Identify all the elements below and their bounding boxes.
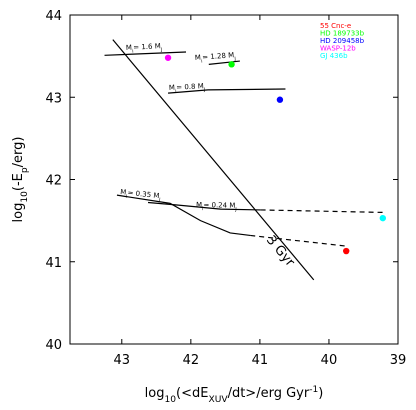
track-line: [147, 201, 261, 211]
text-part: J: [203, 87, 206, 93]
text-part: i: [175, 89, 177, 95]
legend-label: HD 209458b: [320, 37, 365, 45]
y-tick-label: 43: [45, 91, 62, 106]
point: [343, 247, 350, 255]
text-part: J: [158, 197, 161, 203]
track-line: [208, 60, 240, 65]
legend-label: 55 Cnc-e: [320, 22, 351, 30]
text-part: i: [125, 194, 127, 200]
x-axis-label: log10(<dEXUV/dt>/erg Gyr-1): [145, 385, 324, 405]
legend-label: WASP-12b: [320, 45, 356, 53]
text-part: 3 Gyr: [263, 233, 298, 270]
text-part: (-E: [11, 173, 26, 191]
text-part: (<dE: [176, 386, 208, 401]
text-part: 10: [164, 395, 176, 405]
annotation: Mi= 0.24 MJ: [196, 201, 237, 213]
legend-label: HD 189733b: [320, 30, 365, 38]
text-part: i: [132, 49, 134, 55]
x-tick-label: 43: [114, 353, 131, 368]
legend-label: GJ 436b: [320, 52, 348, 60]
text-part: = 0.24 M: [203, 201, 235, 210]
point: [379, 214, 387, 222]
x-tick-label: 41: [252, 353, 269, 368]
track-line: [168, 88, 286, 94]
track-line: [260, 209, 383, 213]
text-part: = 1.6 M: [133, 42, 161, 51]
track-line: [104, 51, 187, 56]
text-part: /dt>/erg Gyr: [228, 386, 310, 401]
x-tick-label: 40: [321, 353, 338, 368]
y-tick-label: 41: [45, 256, 62, 271]
annotation: Mi= 0.8 MJ: [169, 82, 206, 95]
text-part: i: [201, 58, 203, 64]
text-part: -1: [309, 385, 318, 395]
track-line: [250, 234, 347, 247]
point: [164, 54, 172, 61]
annotation: Mi= 1.6 MJ: [126, 42, 163, 55]
text-part: /erg): [11, 137, 26, 168]
text-part: XUV: [208, 395, 228, 405]
point: [228, 61, 235, 68]
y-axis-label: log10(-Ep/erg): [11, 137, 30, 223]
text-part: log: [145, 386, 165, 401]
text-part: = 1.28 M: [202, 51, 234, 61]
text-part: J: [234, 207, 237, 213]
annotation: Mi= 0.35 MJ: [119, 188, 161, 203]
y-tick-label: 44: [45, 9, 62, 24]
text-part: ): [318, 386, 323, 401]
text-part: 10: [20, 191, 30, 203]
y-tick-label: 40: [45, 338, 62, 353]
annotation: Mi= 1.28 MJ: [195, 51, 236, 65]
text-part: M: [169, 84, 175, 92]
text-part: = 0.8 M: [176, 82, 204, 91]
point: [276, 96, 284, 103]
text-part: i: [202, 206, 203, 212]
text-part: log: [11, 203, 26, 223]
text-part: M: [196, 201, 202, 209]
text-part: J: [233, 56, 236, 62]
track-line: [112, 39, 315, 281]
text-part: M: [195, 54, 202, 62]
text-part: = 0.35 M: [127, 189, 160, 200]
annotation: 3 Gyr: [263, 233, 298, 270]
text-part: M: [126, 44, 132, 52]
text-part: M: [120, 188, 127, 197]
x-tick-label: 42: [183, 353, 200, 368]
text-part: p: [20, 167, 30, 173]
x-tick-label: 39: [390, 353, 407, 368]
y-tick-label: 42: [45, 174, 62, 189]
track-line: [116, 194, 251, 237]
text-part: J: [160, 47, 163, 53]
